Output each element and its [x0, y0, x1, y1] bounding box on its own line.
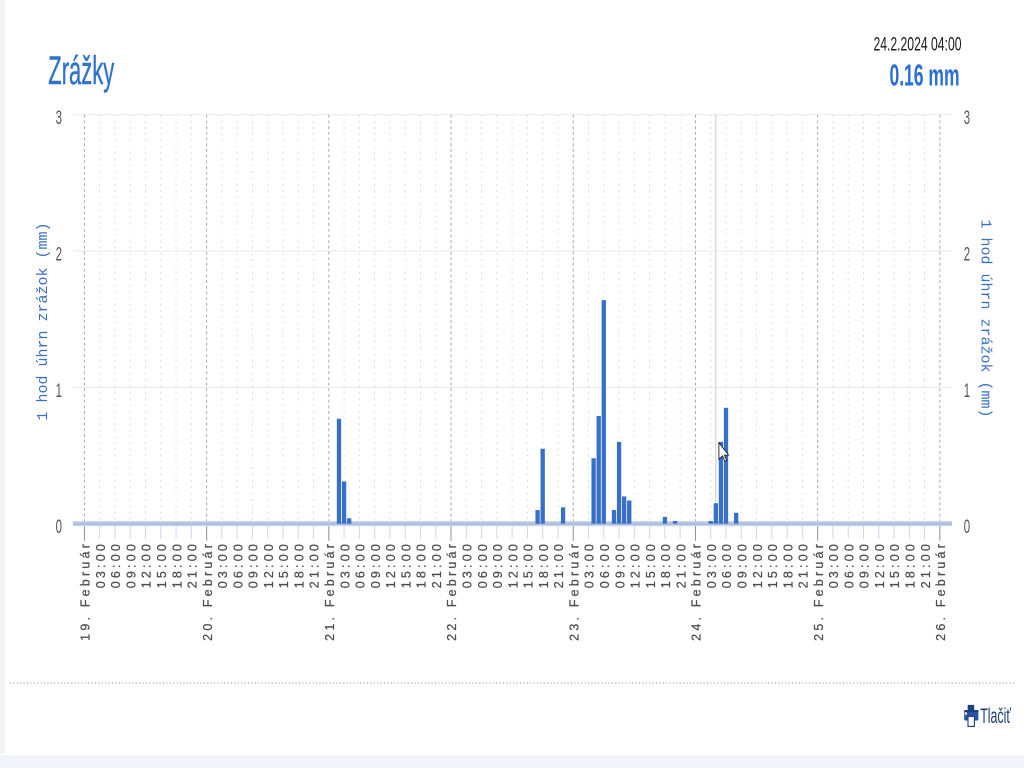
svg-text:19. Február: 19. Február	[79, 541, 93, 641]
svg-text:2: 2	[56, 245, 62, 266]
svg-text:12:00: 12:00	[751, 541, 765, 588]
svg-text:06:00: 06:00	[109, 541, 123, 588]
svg-text:18:00: 18:00	[170, 541, 184, 588]
svg-text:25. Február: 25. Február	[812, 541, 826, 641]
svg-text:21. Február: 21. Február	[323, 541, 337, 641]
svg-text:06:00: 06:00	[598, 541, 612, 588]
svg-text:2: 2	[964, 245, 970, 266]
svg-text:09:00: 09:00	[369, 541, 383, 588]
svg-text:03:00: 03:00	[94, 541, 108, 588]
svg-text:1: 1	[56, 381, 62, 402]
svg-text:Zrážky: Zrážky	[48, 48, 115, 93]
svg-text:15:00: 15:00	[888, 541, 902, 588]
svg-text:09:00: 09:00	[247, 541, 261, 588]
svg-text:09:00: 09:00	[858, 541, 872, 588]
svg-text:03:00: 03:00	[216, 541, 230, 588]
svg-text:23. Február: 23. Február	[567, 541, 581, 641]
svg-text:12:00: 12:00	[384, 541, 398, 588]
svg-text:1: 1	[964, 381, 970, 402]
svg-text:06:00: 06:00	[354, 541, 368, 588]
svg-text:18:00: 18:00	[415, 541, 429, 588]
svg-text:18:00: 18:00	[292, 541, 306, 588]
svg-text:03:00: 03:00	[338, 541, 352, 588]
svg-text:1 hod úhrn zrážok (mm): 1 hod úhrn zrážok (mm)	[977, 220, 994, 418]
svg-text:18:00: 18:00	[781, 541, 795, 588]
svg-text:21:00: 21:00	[797, 541, 811, 588]
svg-text:0: 0	[56, 517, 63, 538]
svg-text:22. Február: 22. Február	[445, 541, 459, 641]
svg-text:06:00: 06:00	[476, 541, 490, 588]
svg-text:06:00: 06:00	[231, 541, 245, 588]
svg-text:09:00: 09:00	[735, 541, 749, 588]
svg-text:0: 0	[964, 517, 971, 538]
svg-text:21:00: 21:00	[308, 541, 322, 588]
svg-text:18:00: 18:00	[904, 541, 918, 588]
svg-text:1 hod úhrn zrážok (mm): 1 hod úhrn zrážok (mm)	[35, 222, 52, 420]
svg-text:12:00: 12:00	[506, 541, 520, 588]
svg-text:09:00: 09:00	[491, 541, 505, 588]
svg-text:03:00: 03:00	[583, 541, 597, 588]
svg-text:18:00: 18:00	[537, 541, 551, 588]
svg-text:03:00: 03:00	[827, 541, 841, 588]
svg-text:09:00: 09:00	[613, 541, 627, 588]
svg-text:3: 3	[56, 108, 63, 129]
svg-text:15:00: 15:00	[155, 541, 169, 588]
svg-text:21:00: 21:00	[430, 541, 444, 588]
svg-text:12:00: 12:00	[873, 541, 887, 588]
svg-text:15:00: 15:00	[766, 541, 780, 588]
svg-text:03:00: 03:00	[705, 541, 719, 588]
svg-text:21:00: 21:00	[552, 541, 566, 588]
svg-text:21:00: 21:00	[674, 541, 688, 588]
svg-text:06:00: 06:00	[842, 541, 856, 588]
svg-text:15:00: 15:00	[644, 541, 658, 588]
svg-text:21:00: 21:00	[186, 541, 200, 588]
svg-text:3: 3	[964, 108, 971, 129]
svg-text:15:00: 15:00	[399, 541, 413, 588]
svg-text:24. Február: 24. Február	[690, 541, 704, 641]
svg-text:18:00: 18:00	[659, 541, 673, 588]
svg-text:06:00: 06:00	[720, 541, 734, 588]
svg-text:12:00: 12:00	[140, 541, 154, 588]
svg-text:15:00: 15:00	[277, 541, 291, 588]
svg-text:15:00: 15:00	[522, 541, 536, 588]
svg-text:09:00: 09:00	[124, 541, 138, 588]
svg-text:24.2.2024 04:00: 24.2.2024 04:00	[873, 34, 961, 56]
svg-text:0.16 mm: 0.16 mm	[889, 58, 959, 92]
svg-text:12:00: 12:00	[629, 541, 643, 588]
svg-text:20. Február: 20. Február	[201, 541, 215, 641]
svg-text:26. Február: 26. Február	[934, 541, 948, 641]
svg-text:12:00: 12:00	[262, 541, 276, 588]
svg-text:03:00: 03:00	[461, 541, 475, 588]
svg-text:Tlačiť: Tlačiť	[980, 704, 1011, 728]
svg-text:21:00: 21:00	[919, 541, 933, 588]
